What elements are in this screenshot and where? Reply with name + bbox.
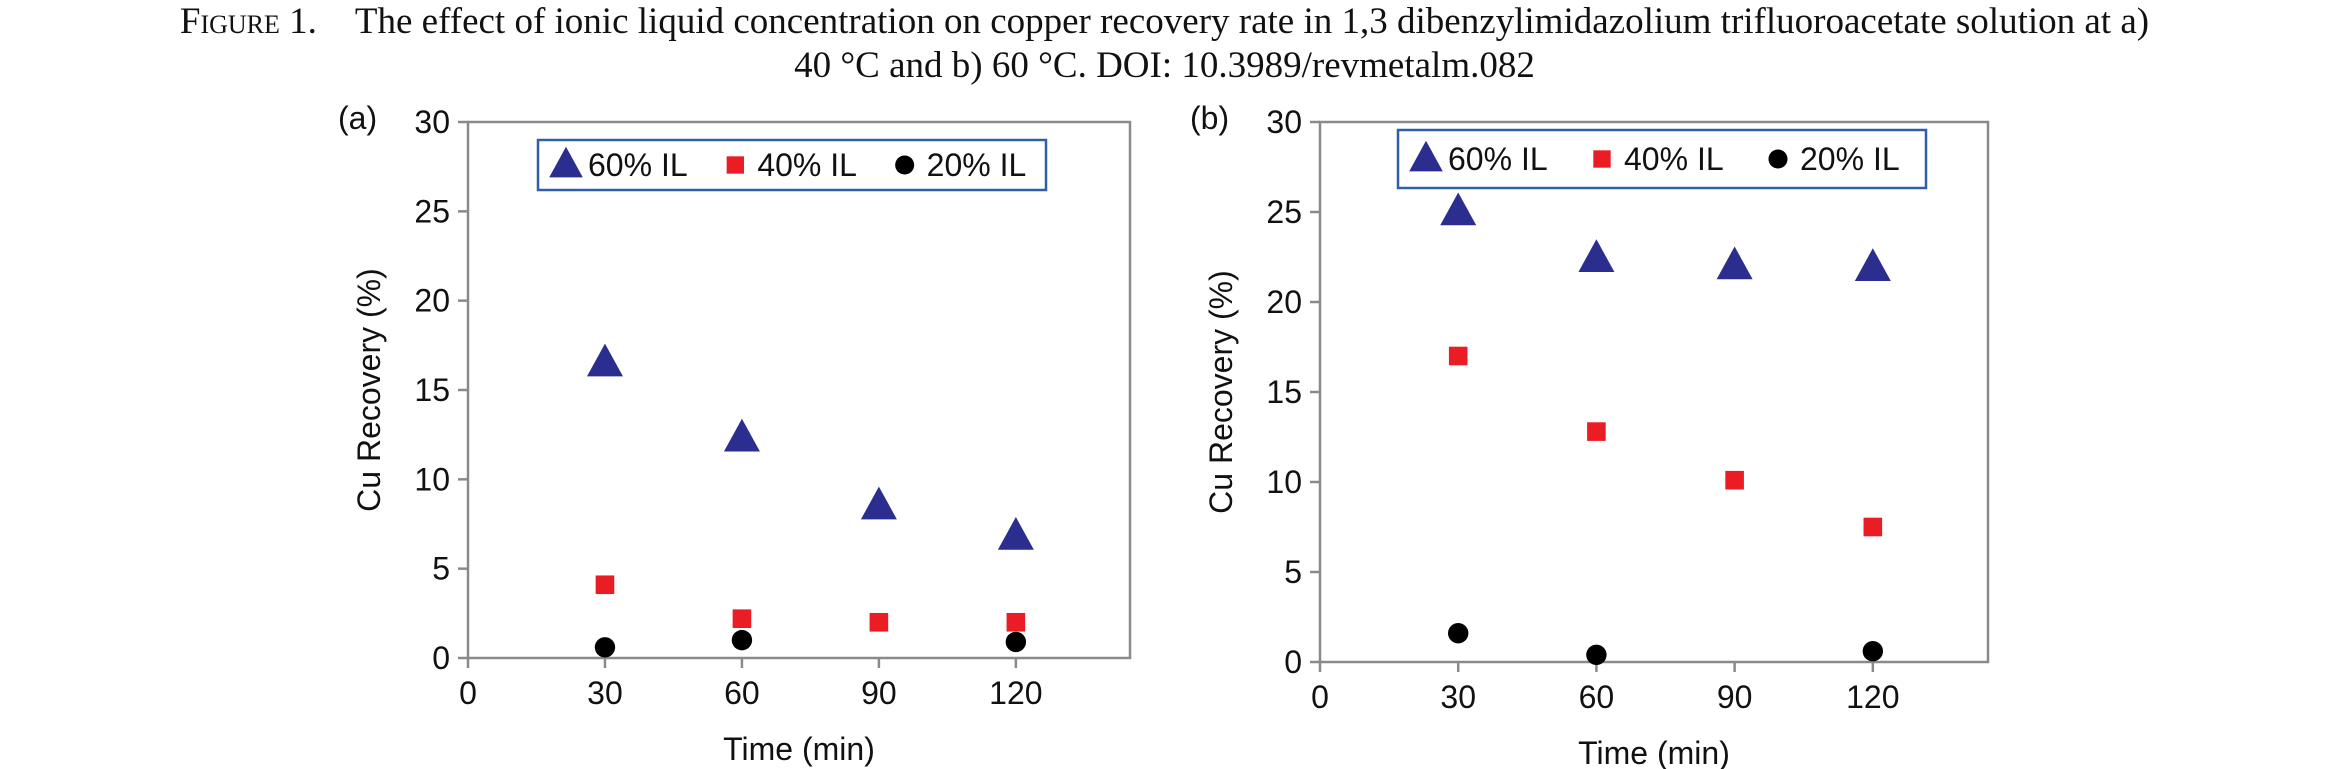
figure-caption: Figure 1. The effect of ionic liquid conc…: [0, 0, 2329, 88]
data-point-square: [732, 609, 752, 628]
y-tick-label: 5: [432, 551, 450, 587]
y-tick-label: 10: [1266, 464, 1302, 500]
legend-entry-label: 40% IL: [757, 147, 857, 183]
y-tick-label: 20: [1266, 284, 1302, 320]
y-tick-label: 30: [414, 104, 450, 140]
panel-label: (b): [1190, 100, 1229, 136]
data-point-circle: [1862, 641, 1884, 662]
caption-line-2: 40 °C and b) 60 °C. DOI: 10.3989/revmeta…: [794, 45, 1535, 86]
data-point-triangle: [1578, 239, 1615, 273]
legend-marker-square: [1593, 150, 1611, 168]
legend-entry-label: 20% IL: [1800, 141, 1900, 177]
y-tick-label: 20: [414, 283, 450, 319]
x-axis-title: Time (min): [1578, 735, 1730, 769]
plot-frame: [1318, 120, 1990, 664]
legend: 60% IL 40% IL 20% IL: [1396, 128, 1928, 190]
data-point-circle: [594, 637, 616, 658]
x-tick-label: 120: [1846, 679, 1899, 715]
legend-marker-circle: [895, 155, 915, 175]
data-point-square: [1587, 422, 1606, 441]
x-tick-label: 30: [587, 675, 623, 711]
data-point-triangle: [1440, 192, 1477, 226]
data-point-square: [1725, 470, 1744, 490]
y-tick-label: 15: [414, 372, 450, 408]
y-tick-label: 25: [1266, 194, 1302, 230]
y-axis-title: Cu Recovery (%): [1203, 270, 1239, 514]
legend-entry-label: 20% IL: [927, 147, 1027, 183]
data-point-circle: [1448, 623, 1469, 644]
x-tick-label: 90: [861, 675, 897, 711]
y-axis-title: Cu Recovery (%): [351, 268, 387, 512]
x-tick-label: 0: [459, 675, 477, 711]
data-point-square: [1006, 612, 1026, 632]
y-tick-label: 0: [1284, 644, 1302, 680]
legend-entry-label: 60% IL: [1448, 141, 1548, 177]
plot-frame: [466, 120, 1132, 660]
legend-entry-label: 60% IL: [588, 147, 688, 183]
legend: 60% IL 40% IL 20% IL: [536, 138, 1048, 192]
caption-label: Figure 1.: [179, 1, 317, 42]
panel-label: (a): [338, 100, 377, 136]
x-tick-label: 90: [1717, 679, 1753, 715]
y-tick-label: 10: [414, 461, 450, 497]
data-point-triangle: [723, 418, 760, 452]
legend-entry-label: 40% IL: [1624, 141, 1724, 177]
legend-marker-circle: [1768, 149, 1788, 169]
data-point-square: [1863, 517, 1883, 537]
y-tick-label: 30: [1266, 104, 1302, 140]
data-point-triangle: [586, 343, 623, 377]
x-tick-label: 0: [1311, 679, 1329, 715]
data-point-square: [869, 612, 889, 632]
x-tick-label: 60: [1579, 679, 1615, 715]
chart-panel-b: 0 5 10 15 20 25 30 0 30 60 90 120 Time (min) Cu Recov…: [1190, 100, 1990, 769]
caption-line-1: Figure 1. The effect of ionic liquid conc…: [0, 0, 2329, 44]
data-point-circle: [1005, 631, 1027, 653]
data-point-square: [595, 575, 615, 595]
y-tick-label: 5: [1284, 554, 1302, 590]
legend-box: [536, 138, 1048, 192]
chart-panel-a: 0 5 10 15 20 25 30 0 30 60 90 120 Time (min) Cu Recov…: [338, 100, 1132, 767]
x-tick-label: 120: [989, 675, 1042, 711]
data-point-circle: [731, 629, 753, 651]
data-point-triangle: [1716, 246, 1753, 280]
legend-marker-triangle: [1409, 140, 1443, 172]
x-tick-label: 30: [1440, 679, 1476, 715]
data-point-triangle: [860, 486, 897, 520]
data-point-triangle: [997, 516, 1034, 550]
caption-text-1: The effect of ionic liquid concentration…: [354, 1, 2150, 42]
data-point-triangle: [1854, 248, 1891, 282]
data-point-square: [1448, 346, 1468, 366]
y-tick-label: 25: [414, 193, 450, 229]
data-point-circle: [1586, 644, 1607, 665]
x-axis-title: Time (min): [723, 731, 875, 767]
legend-marker-triangle: [549, 146, 583, 178]
y-tick-label: 15: [1266, 374, 1302, 410]
legend-marker-square: [726, 156, 745, 174]
legend-box: [1396, 128, 1928, 190]
x-tick-label: 60: [724, 675, 760, 711]
y-tick-label: 0: [432, 640, 450, 676]
